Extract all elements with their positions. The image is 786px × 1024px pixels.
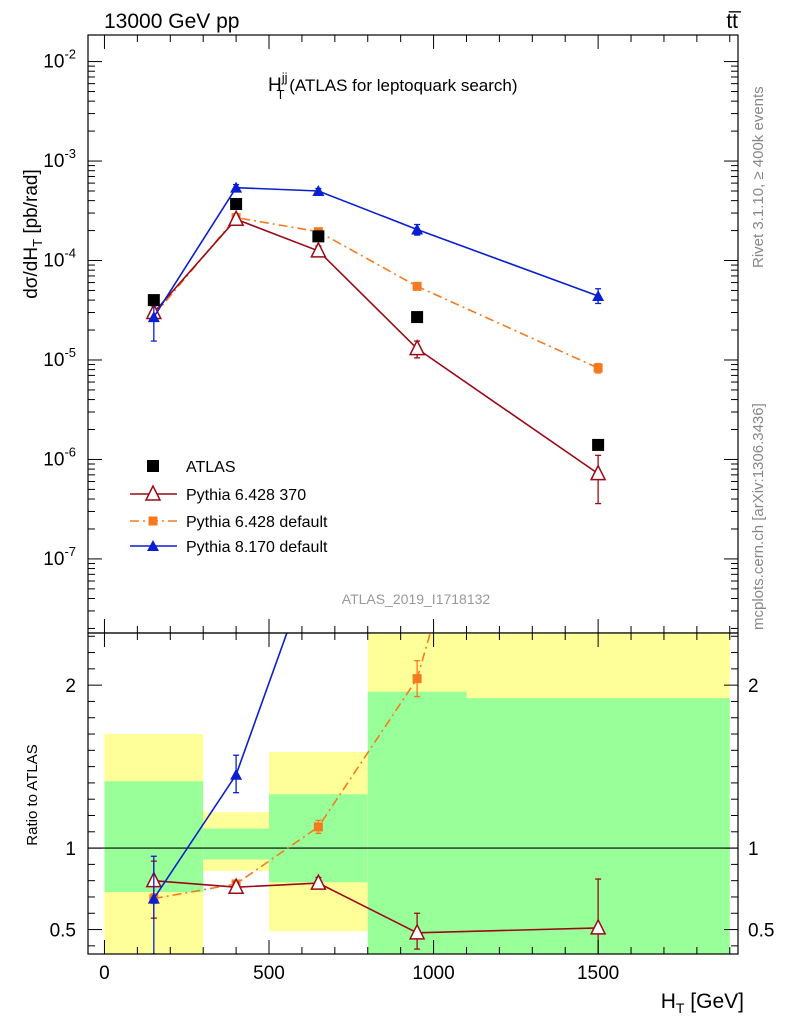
y-tick-label: 10-5	[43, 345, 76, 371]
data-point-py6_370	[589, 463, 607, 481]
title-subscript: T	[277, 87, 285, 102]
legend: ATLAS Pythia 6.428 370 Pythia 6.428 defaul…	[130, 459, 328, 556]
y-tick-label: 10-3	[43, 146, 76, 172]
ratio-y-tick-label: 0.5	[50, 921, 76, 942]
main-plot-axes: 10-710-610-510-410-310-2	[43, 35, 738, 633]
ratio-y-tick-label-right: 0.5	[748, 921, 774, 942]
y-tick-label: 10-6	[43, 444, 76, 470]
x-label-part1: H	[661, 990, 676, 1013]
x-tick-label: 500	[253, 963, 285, 984]
data-point-py6_default	[593, 363, 603, 373]
energy-label: 13000 GeV pp	[104, 10, 239, 33]
legend-label-py6_default: Pythia 6.428 default	[186, 514, 328, 531]
x-label-sub: T	[676, 1000, 685, 1016]
legend-marker-py8_default	[147, 540, 159, 551]
title-superscript: jj	[281, 70, 288, 85]
ratio-y-tick-label: 1	[65, 839, 76, 860]
data-point-py8_default	[147, 892, 160, 904]
mcplots-label: mcplots.cern.ch [arXiv:1306.3436]	[750, 403, 767, 630]
data-point-atlas	[411, 311, 424, 324]
data-point-py6_370	[589, 918, 607, 935]
y-tick-exponent: -4	[64, 246, 76, 261]
y-tick-label: 10-4	[43, 246, 76, 272]
y-tick-exponent: -3	[64, 146, 76, 161]
band-inner	[367, 691, 467, 954]
x-tick-label: 0	[99, 963, 110, 984]
title-symbol: H	[268, 75, 282, 96]
y-tick-base: 10	[43, 52, 64, 73]
data-point-py6_default	[412, 674, 422, 684]
main-plot-marks	[145, 181, 607, 505]
data-point-py6_370	[227, 877, 245, 894]
series-line-py6_370	[153, 218, 599, 475]
data-point-py6_default	[412, 281, 422, 291]
y-tick-base: 10	[43, 251, 64, 272]
legend-marker-atlas	[147, 460, 159, 472]
y-label-part2: [pb/rad]	[21, 169, 42, 239]
data-point-py8_default	[147, 311, 160, 323]
y-tick-base: 10	[43, 151, 64, 172]
ratio-plot-frame	[87, 632, 739, 955]
rivet-label: Rivet 3.1.10, ≥ 400k events	[750, 86, 767, 268]
y-tick-exponent: -6	[64, 444, 76, 459]
ratio-plot-panel: 0.5 0.5 1 1 2 2 0 500 1000 1500 Ratio to ATLAS HT…	[24, 632, 774, 1016]
analysis-watermark: ATLAS_2019_I1718132	[342, 591, 491, 607]
y-tick-label: 10-2	[43, 47, 76, 73]
main-plot-panel: 10-710-610-510-410-310-2 Hjj T (ATLAS for…	[21, 34, 739, 634]
y-tick-base: 10	[43, 549, 64, 570]
data-point-py8_default	[592, 289, 605, 301]
legend-label-py8_default: Pythia 8.170 default	[186, 539, 328, 556]
data-point-atlas	[592, 438, 605, 451]
band-inner	[269, 794, 368, 883]
y-tick-base: 10	[43, 449, 64, 470]
y-tick-exponent: -2	[64, 47, 76, 62]
legend-label-py6_370: Pythia 6.428 370	[186, 487, 306, 504]
series-py8_default	[147, 181, 605, 342]
data-point-py6_370	[408, 923, 426, 940]
data-point-py6_370	[408, 338, 426, 356]
y-label-part1: dσ/dH	[21, 247, 42, 299]
series-atlas	[147, 197, 605, 451]
y-tick-exponent: -7	[64, 544, 76, 559]
ratio-y-tick-label-right: 2	[748, 676, 759, 697]
series-line-py8_default	[153, 633, 288, 900]
series-py6_default	[149, 213, 603, 374]
series-line-py6_default	[153, 216, 599, 369]
ratio-plot-axes: 0.5 0.5 1 1 2 2 0 500 1000 1500	[50, 633, 774, 984]
data-point-py6_370	[310, 873, 327, 890]
series-py8_default	[147, 633, 288, 954]
x-tick-label: 1000	[412, 963, 454, 984]
data-point-py8_default	[230, 768, 243, 780]
process-label: tt̅	[726, 10, 742, 33]
y-tick-exponent: -5	[64, 345, 76, 360]
y-tick-base: 10	[43, 350, 64, 371]
legend-label-atlas: ATLAS	[186, 459, 236, 476]
legend-marker-py6_default	[148, 516, 158, 526]
data-point-py8_default	[230, 181, 243, 193]
data-point-py8_default	[411, 223, 424, 235]
band-inner	[203, 828, 270, 860]
legend-marker-py6_370	[144, 484, 162, 501]
title-description: (ATLAS for leptoquark search)	[284, 76, 517, 95]
data-point-py8_default	[312, 184, 325, 196]
data-point-py6_370	[310, 241, 327, 258]
series-line-py8_default	[153, 186, 599, 318]
ratio-y-tick-label: 2	[65, 676, 76, 697]
ratio-y-tick-label-right: 1	[748, 839, 759, 860]
data-point-atlas	[230, 197, 243, 210]
x-label-part2: [GeV]	[684, 990, 744, 1013]
ratio-y-axis-label: Ratio to ATLAS	[24, 744, 41, 845]
data-point-py6_370	[227, 209, 245, 226]
data-point-atlas	[147, 294, 160, 307]
x-tick-label: 1500	[577, 963, 619, 984]
data-point-atlas	[312, 230, 325, 243]
y-label-sub: T	[30, 239, 45, 247]
data-point-py6_default	[313, 822, 323, 832]
ratio-uncertainty-bands	[88, 633, 738, 954]
main-y-axis-label: dσ/dHT [pb/rad]	[21, 169, 45, 299]
main-plot-title: Hjj T (ATLAS for leptoquark search)	[268, 70, 518, 102]
y-tick-label: 10-7	[43, 544, 76, 570]
x-axis-label: HT [GeV]	[661, 990, 744, 1016]
